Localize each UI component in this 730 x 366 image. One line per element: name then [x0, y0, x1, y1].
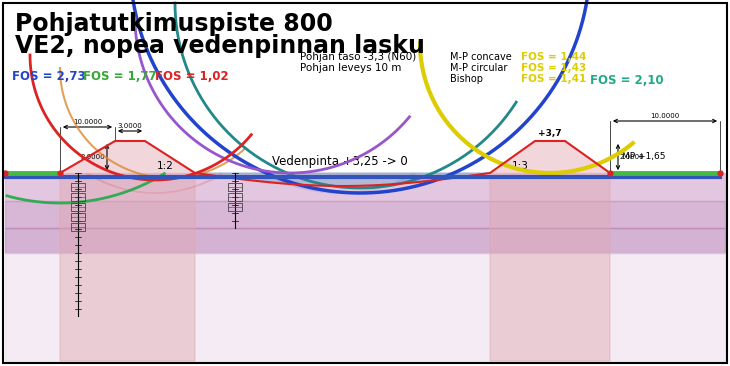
Text: FOS = 2,10: FOS = 2,10 — [590, 74, 664, 87]
Bar — [5, 228, 725, 253]
Text: MP +1,65: MP +1,65 — [622, 153, 666, 161]
Polygon shape — [265, 173, 415, 193]
Text: FOS = 1,02: FOS = 1,02 — [155, 70, 228, 83]
Text: 2.0000: 2.0000 — [80, 154, 105, 160]
Bar — [228, 183, 242, 191]
Bar — [5, 173, 725, 201]
Polygon shape — [86, 173, 223, 193]
Text: M-P concave: M-P concave — [450, 52, 512, 62]
Text: 1:2: 1:2 — [156, 161, 174, 171]
Text: FOS = 2,73: FOS = 2,73 — [12, 70, 85, 83]
Text: Pohjan leveys 10 m: Pohjan leveys 10 m — [300, 63, 402, 73]
Bar — [71, 213, 85, 221]
Text: 1:3: 1:3 — [512, 161, 529, 171]
Text: FOS = 1,43: FOS = 1,43 — [521, 63, 586, 73]
Text: VE2, nopea vedenpinnan lasku: VE2, nopea vedenpinnan lasku — [15, 34, 425, 58]
Bar — [228, 193, 242, 201]
Text: 3.0000: 3.0000 — [118, 123, 142, 129]
Text: 10.0000: 10.0000 — [650, 113, 680, 119]
Text: FOS = 1,77: FOS = 1,77 — [83, 70, 157, 83]
Text: +3,7: +3,7 — [538, 129, 562, 138]
Polygon shape — [195, 173, 490, 186]
Bar — [228, 203, 242, 211]
Text: 2.0000: 2.0000 — [620, 154, 645, 160]
Bar — [5, 5, 725, 173]
Polygon shape — [60, 141, 195, 361]
Bar — [5, 253, 725, 361]
Polygon shape — [490, 141, 610, 361]
Text: 10.0000: 10.0000 — [73, 119, 102, 125]
Text: M-P circular: M-P circular — [450, 63, 507, 73]
Bar — [71, 203, 85, 211]
Text: FOS = 1,44: FOS = 1,44 — [521, 52, 586, 62]
Bar — [71, 193, 85, 201]
Text: Vedenpinta +3,25 -> 0: Vedenpinta +3,25 -> 0 — [272, 154, 408, 168]
Bar — [71, 223, 85, 231]
Bar — [71, 183, 85, 191]
Text: Pohjan taso -3,3 (N60): Pohjan taso -3,3 (N60) — [300, 52, 416, 62]
Text: Pohjatutkimuspiste 800: Pohjatutkimuspiste 800 — [15, 12, 333, 36]
Text: FOS = 1,41: FOS = 1,41 — [521, 74, 586, 84]
Bar — [5, 201, 725, 228]
Text: Bishop: Bishop — [450, 74, 483, 84]
